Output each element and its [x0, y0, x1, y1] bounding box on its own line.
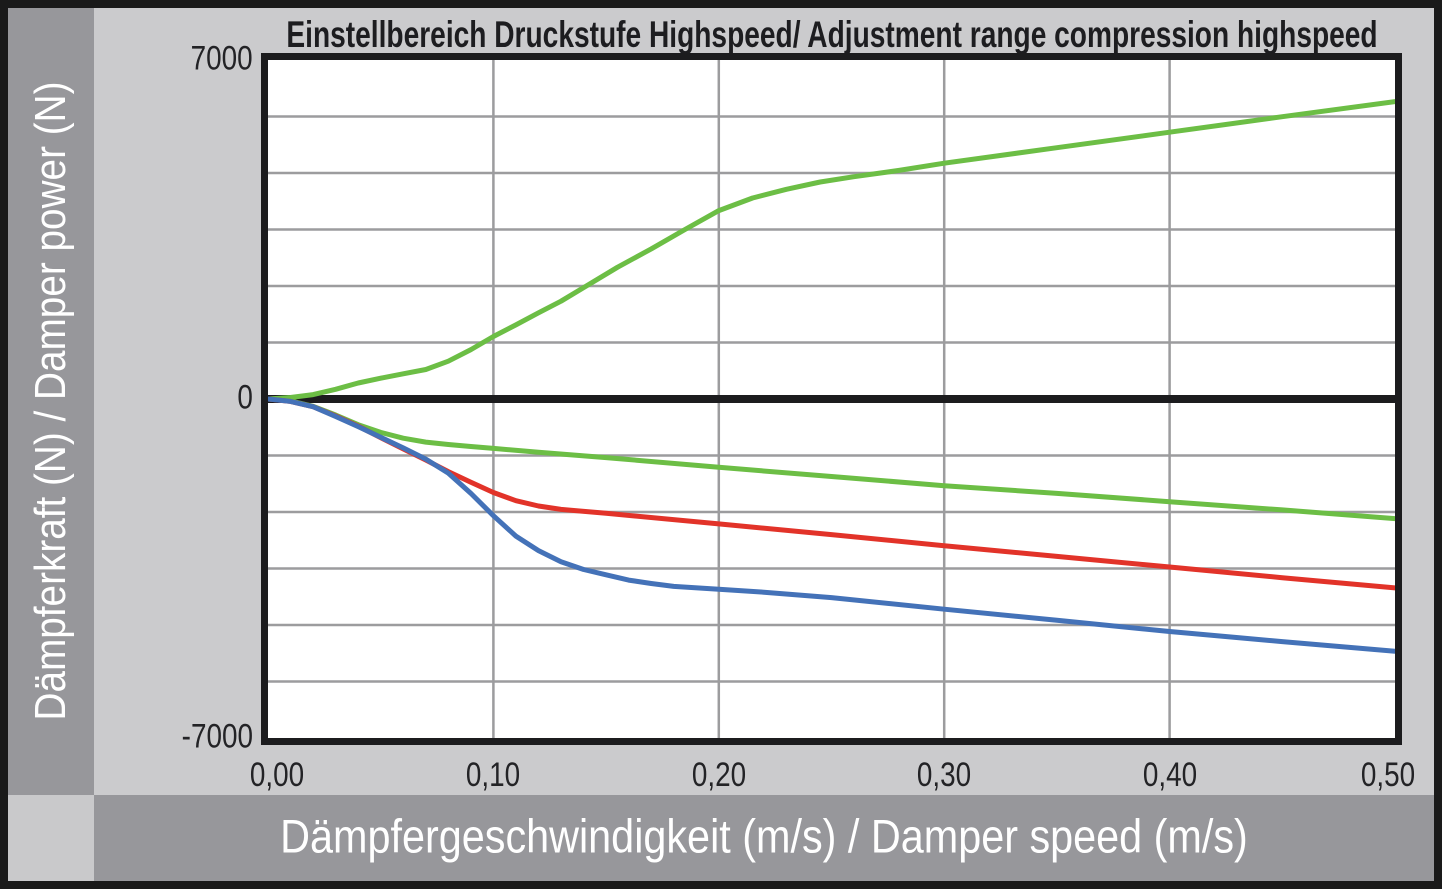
- chart-title-text: Einstellbereich Druckstufe Highspeed/ Ad…: [286, 14, 1378, 55]
- y-axis-title-text: Dämpferkraft (N) / Damper power (N): [26, 81, 75, 721]
- x-tick-text: 0,50: [1360, 756, 1416, 794]
- x-tick-label: 0,40: [1137, 756, 1203, 795]
- series-compression-upper-green: [268, 99, 1395, 402]
- x-tick-label: 0,10: [460, 756, 526, 795]
- y-tick-text: -7000: [181, 717, 253, 756]
- series-rebound-lower-green: [268, 396, 1395, 522]
- series-rebound-red: [268, 396, 1395, 591]
- x-tick-text: 0,40: [1142, 756, 1197, 794]
- chart-title: Einstellbereich Druckstufe Highspeed/ Ad…: [114, 14, 1442, 56]
- x-tick-text: 0,30: [917, 756, 972, 794]
- x-tick-label: 0,50: [1355, 756, 1421, 795]
- plot-area: [261, 53, 1402, 745]
- y-tick-label: 7000: [133, 40, 253, 79]
- corner-block: [8, 795, 94, 881]
- x-tick-label: 0,00: [244, 756, 310, 795]
- x-tick-text: 0,00: [249, 756, 305, 794]
- y-tick-label: 0: [133, 379, 253, 418]
- y-axis-title: Dämpferkraft (N) / Damper power (N): [26, 38, 76, 764]
- y-tick-text: 7000: [190, 39, 253, 78]
- x-axis-title-band: Dämpfergeschwindigkeit (m/s) / Damper sp…: [94, 795, 1434, 881]
- x-tick-label: 0,20: [686, 756, 752, 795]
- x-tick-text: 0,20: [691, 756, 746, 794]
- x-tick-label: 0,30: [911, 756, 977, 795]
- x-tick-text: 0,10: [466, 756, 521, 794]
- series-rebound-blue: [268, 396, 1395, 654]
- x-axis-title-text: Dämpfergeschwindigkeit (m/s) / Damper sp…: [280, 809, 1248, 863]
- x-axis-title: Dämpfergeschwindigkeit (m/s) / Damper sp…: [214, 808, 1314, 863]
- chart-canvas: Dämpferkraft (N) / Damper power (N) Dämp…: [8, 8, 1434, 881]
- y-axis-title-band: Dämpferkraft (N) / Damper power (N): [8, 8, 94, 795]
- y-tick-label: -7000: [133, 718, 253, 757]
- y-tick-text: 0: [237, 378, 253, 417]
- plot-svg: [268, 60, 1395, 738]
